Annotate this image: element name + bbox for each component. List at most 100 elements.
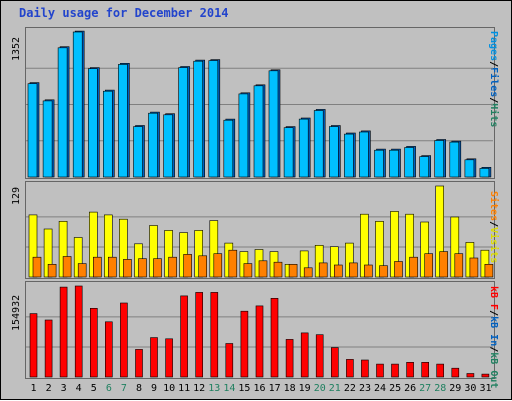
bar-sites-day-7 — [123, 259, 132, 278]
chart-title: Daily usage for December 2014 — [19, 6, 229, 20]
x-tick-day-4: 4 — [75, 383, 82, 394]
bar-hits-day-22 — [344, 133, 354, 178]
bar-hits-day-4 — [72, 31, 83, 178]
x-tick-day-18: 18 — [283, 383, 296, 394]
bar-hits-day-12 — [193, 60, 203, 178]
x-tick-day-25: 25 — [389, 383, 402, 394]
bar-hits-day-25 — [389, 149, 399, 178]
bar-hits-day-13 — [208, 60, 219, 178]
bar-sites-day-27 — [424, 253, 434, 278]
bar-kbf-day-13 — [210, 292, 219, 378]
bar-kbf-day-16 — [255, 305, 264, 378]
bar-sites-day-19 — [303, 267, 313, 278]
bar-sites-day-21 — [333, 264, 343, 278]
x-tick-day-27: 27 — [419, 383, 432, 394]
bar-sites-day-16 — [258, 260, 268, 278]
bar-hits-day-31 — [479, 168, 490, 178]
bar-kbf-day-6 — [105, 321, 113, 378]
bar-hits-day-1 — [27, 83, 38, 178]
x-tick-day-29: 29 — [449, 383, 462, 394]
bar-kbf-day-22 — [346, 359, 354, 378]
bar-kbf-day-24 — [376, 363, 384, 378]
bar-hits-day-18 — [283, 127, 294, 178]
bar-kbf-day-5 — [90, 307, 98, 378]
x-tick-day-13: 13 — [208, 383, 221, 394]
bar-kbf-day-23 — [361, 359, 369, 378]
bar-hits-day-23 — [359, 131, 369, 178]
x-tick-day-3: 3 — [60, 383, 67, 394]
bar-kbf-day-12 — [195, 292, 203, 378]
bar-hits-day-14 — [223, 119, 234, 178]
bar-hits-day-26 — [404, 147, 414, 178]
bar-kbf-day-15 — [240, 310, 249, 378]
bar-kbf-day-18 — [285, 339, 294, 378]
bar-hits-day-30 — [464, 159, 475, 178]
bar-sites-day-24 — [379, 265, 388, 278]
bar-hits-day-17 — [268, 70, 279, 178]
bar-hits-day-9 — [148, 112, 158, 178]
bar-kbf-day-2 — [44, 319, 53, 378]
bar-sites-day-13 — [213, 253, 223, 278]
bar-hits-day-24 — [374, 149, 384, 178]
x-tick-day-10: 10 — [163, 383, 176, 394]
bar-sites-day-11 — [183, 254, 192, 278]
bar-sites-day-30 — [469, 257, 479, 278]
x-tick-day-7: 7 — [120, 383, 127, 394]
bar-hits-day-29 — [449, 141, 460, 178]
bar-kbf-day-8 — [135, 349, 143, 378]
bar-kbf-day-17 — [270, 297, 279, 378]
bar-hits-day-27 — [419, 156, 430, 178]
x-tick-day-17: 17 — [268, 383, 281, 394]
bar-kbf-day-28 — [436, 363, 445, 378]
bar-hits-day-3 — [57, 47, 68, 178]
bar-kbf-day-21 — [330, 347, 339, 378]
x-tick-day-15: 15 — [238, 383, 251, 394]
bar-hits-day-2 — [42, 100, 53, 178]
bar-sites-day-20 — [318, 262, 328, 278]
bar-kbf-day-1 — [29, 313, 38, 378]
bar-sites-day-2 — [47, 263, 57, 278]
bar-hits-day-19 — [298, 118, 309, 178]
bar-kbf-day-19 — [300, 332, 309, 378]
bar-sites-day-18 — [288, 263, 298, 278]
x-tick-day-30: 30 — [464, 383, 477, 394]
bar-hits-day-15 — [238, 93, 249, 178]
x-tick-day-20: 20 — [313, 383, 326, 394]
bar-sites-day-6 — [108, 256, 117, 278]
x-tick-day-31: 31 — [479, 383, 492, 394]
bar-sites-day-4 — [77, 263, 87, 278]
bar-sites-day-22 — [349, 262, 358, 278]
x-tick-day-1: 1 — [30, 383, 37, 394]
bar-kbf-day-20 — [315, 334, 324, 378]
bar-hits-day-8 — [133, 126, 143, 178]
x-tick-day-11: 11 — [178, 383, 191, 394]
x-tick-day-19: 19 — [298, 383, 311, 394]
x-tick-day-14: 14 — [223, 383, 236, 394]
bar-sites-day-23 — [364, 264, 373, 278]
bar-hits-day-21 — [328, 126, 339, 178]
bar-kbf-day-14 — [225, 343, 234, 378]
x-tick-day-22: 22 — [343, 383, 356, 394]
bar-kbf-day-26 — [406, 361, 414, 378]
x-tick-day-28: 28 — [434, 383, 447, 394]
bar-kbf-day-11 — [180, 295, 188, 378]
bar-hits-day-11 — [178, 67, 188, 178]
x-tick-day-21: 21 — [328, 383, 341, 394]
bar-sites-day-29 — [454, 253, 464, 278]
x-tick-day-9: 9 — [150, 383, 158, 394]
x-tick-day-12: 12 — [193, 383, 206, 394]
x-tick-day-24: 24 — [373, 383, 387, 394]
bar-kbf-day-31 — [481, 373, 490, 378]
x-tick-day-26: 26 — [404, 383, 417, 394]
bar-kbf-day-25 — [391, 363, 399, 378]
bar-sites-day-8 — [138, 258, 147, 278]
bar-kbf-day-7 — [120, 302, 128, 378]
bar-sites-day-14 — [228, 249, 238, 278]
bar-kbf-day-27 — [421, 361, 430, 378]
bar-sites-day-12 — [198, 255, 207, 278]
bar-sites-day-10 — [168, 256, 177, 278]
bar-hits-day-7 — [118, 64, 128, 178]
bar-sites-day-28 — [439, 251, 449, 278]
